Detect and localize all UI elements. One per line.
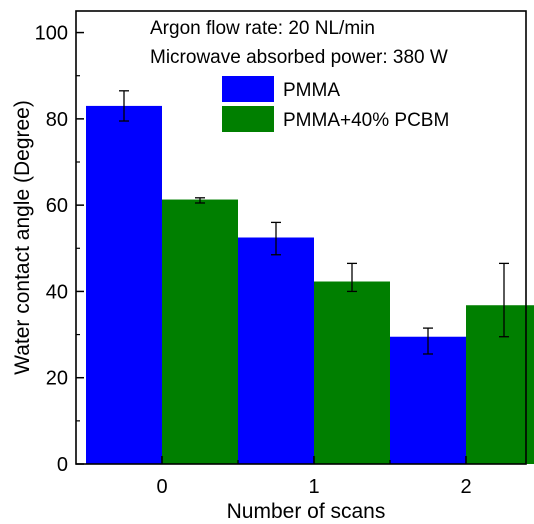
y-tick-label-100: 100 (35, 23, 68, 45)
legend-label-pmma-pcbm: PMMA+40% PCBM (283, 110, 449, 131)
x-tick-label-0: 0 (156, 476, 167, 498)
error-bar-pmma-scan-0 (119, 90, 129, 122)
legend-swatch-pmma (222, 76, 274, 102)
bar-pmma-pcbm-scan-0 (162, 199, 238, 464)
error-bar-pmma-scan-2 (423, 327, 433, 355)
legend-swatch-pmma-pcbm (222, 106, 274, 132)
bar-pmma-pcbm-scan-1 (314, 281, 390, 464)
x-tick-label-2: 2 (460, 476, 471, 498)
y-axis-label: Water contact angle (Degree) (11, 100, 34, 375)
y-tick-label-0: 0 (57, 454, 68, 476)
legend: PMMA PMMA+40% PCBM (222, 76, 449, 132)
error-bar-pmma-pcbm-scan-1 (347, 262, 357, 293)
bar-pmma-scan-1 (238, 237, 314, 464)
error-bars-layer (119, 90, 509, 355)
error-bar-pmma-pcbm-scan-2 (499, 262, 509, 338)
x-axis-label: Number of scans (227, 500, 386, 523)
annotation-argon-flow: Argon flow rate: 20 NL/min (150, 18, 375, 39)
y-tick-label-20: 20 (46, 368, 68, 390)
x-tick-label-1: 1 (308, 476, 319, 498)
bar-pmma-scan-0 (86, 105, 162, 465)
bar-pmma-pcbm-scan-2 (466, 305, 534, 464)
bar-pmma-scan-2 (390, 336, 466, 464)
y-tick-label-40: 40 (46, 281, 68, 303)
error-bar-pmma-pcbm-scan-0 (195, 197, 205, 204)
bars-layer (86, 105, 534, 465)
error-bar-pmma-scan-1 (271, 221, 281, 256)
y-tick-label-80: 80 (46, 109, 68, 131)
y-axis: 0 20 40 60 80 100 (35, 23, 84, 476)
x-axis: 0 1 2 (156, 456, 472, 498)
annotation-microwave-power: Microwave absorbed power: 380 W (150, 47, 448, 68)
legend-label-pmma: PMMA (283, 80, 340, 101)
plot-frame (75, 10, 527, 465)
y-tick-label-60: 60 (46, 195, 68, 217)
